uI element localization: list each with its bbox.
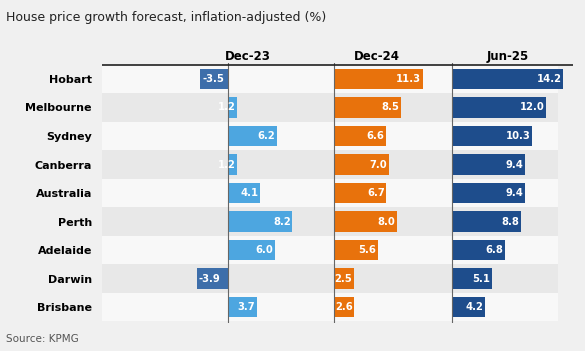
Bar <box>334 97 401 118</box>
Bar <box>452 183 525 203</box>
Text: -3.9: -3.9 <box>199 274 221 284</box>
Text: 8.8: 8.8 <box>501 217 519 227</box>
Bar <box>102 293 558 322</box>
Bar <box>102 236 558 264</box>
Text: 3.7: 3.7 <box>238 302 256 312</box>
Text: 8.2: 8.2 <box>273 217 291 227</box>
Bar <box>452 97 546 118</box>
Text: 5.6: 5.6 <box>359 245 376 255</box>
Text: 4.1: 4.1 <box>240 188 259 198</box>
Text: -3.5: -3.5 <box>202 74 224 84</box>
Text: 7.0: 7.0 <box>370 159 387 170</box>
Text: 9.4: 9.4 <box>506 188 524 198</box>
Text: 1.2: 1.2 <box>218 102 236 112</box>
Text: 11.3: 11.3 <box>396 74 421 84</box>
Bar <box>334 240 378 260</box>
Bar <box>452 211 521 232</box>
Bar <box>452 240 505 260</box>
Text: Dec-23: Dec-23 <box>225 50 270 63</box>
Bar <box>452 154 525 175</box>
Text: 9.4: 9.4 <box>506 159 524 170</box>
Text: Source: KPMG: Source: KPMG <box>6 334 78 344</box>
Bar <box>102 179 558 207</box>
Bar <box>228 183 260 203</box>
Bar <box>201 68 228 89</box>
Text: House price growth forecast, inflation-adjusted (%): House price growth forecast, inflation-a… <box>6 11 326 24</box>
Bar <box>452 297 484 318</box>
Bar <box>102 150 558 179</box>
Bar <box>334 68 422 89</box>
Bar <box>334 211 397 232</box>
Bar <box>228 297 257 318</box>
Bar <box>334 126 386 146</box>
Bar <box>102 207 558 236</box>
Bar <box>452 126 532 146</box>
Text: 5.1: 5.1 <box>472 274 490 284</box>
Text: 2.6: 2.6 <box>335 302 353 312</box>
Bar <box>228 240 275 260</box>
Text: 1.2: 1.2 <box>218 159 236 170</box>
Text: 6.7: 6.7 <box>367 188 385 198</box>
Text: 8.5: 8.5 <box>381 102 399 112</box>
Text: Dec-24: Dec-24 <box>354 50 400 63</box>
Text: 6.6: 6.6 <box>366 131 384 141</box>
Bar <box>334 297 355 318</box>
Bar <box>334 183 387 203</box>
Bar <box>102 65 558 93</box>
Text: 6.0: 6.0 <box>256 245 273 255</box>
Bar <box>102 264 558 293</box>
Bar <box>228 211 292 232</box>
Bar <box>228 154 238 175</box>
Bar <box>452 269 491 289</box>
Text: 8.0: 8.0 <box>377 217 395 227</box>
Text: 4.2: 4.2 <box>465 302 483 312</box>
Text: 10.3: 10.3 <box>506 131 531 141</box>
Text: 6.8: 6.8 <box>486 245 504 255</box>
Text: 6.2: 6.2 <box>257 131 275 141</box>
Bar <box>228 97 238 118</box>
Bar <box>197 269 228 289</box>
Bar <box>102 122 558 150</box>
Text: 12.0: 12.0 <box>519 102 544 112</box>
Text: 2.5: 2.5 <box>334 274 352 284</box>
Bar <box>334 154 389 175</box>
Bar <box>452 68 563 89</box>
Text: Jun-25: Jun-25 <box>487 50 529 63</box>
Bar <box>102 93 558 122</box>
Text: 14.2: 14.2 <box>536 74 562 84</box>
Bar <box>334 269 353 289</box>
Bar <box>228 126 277 146</box>
